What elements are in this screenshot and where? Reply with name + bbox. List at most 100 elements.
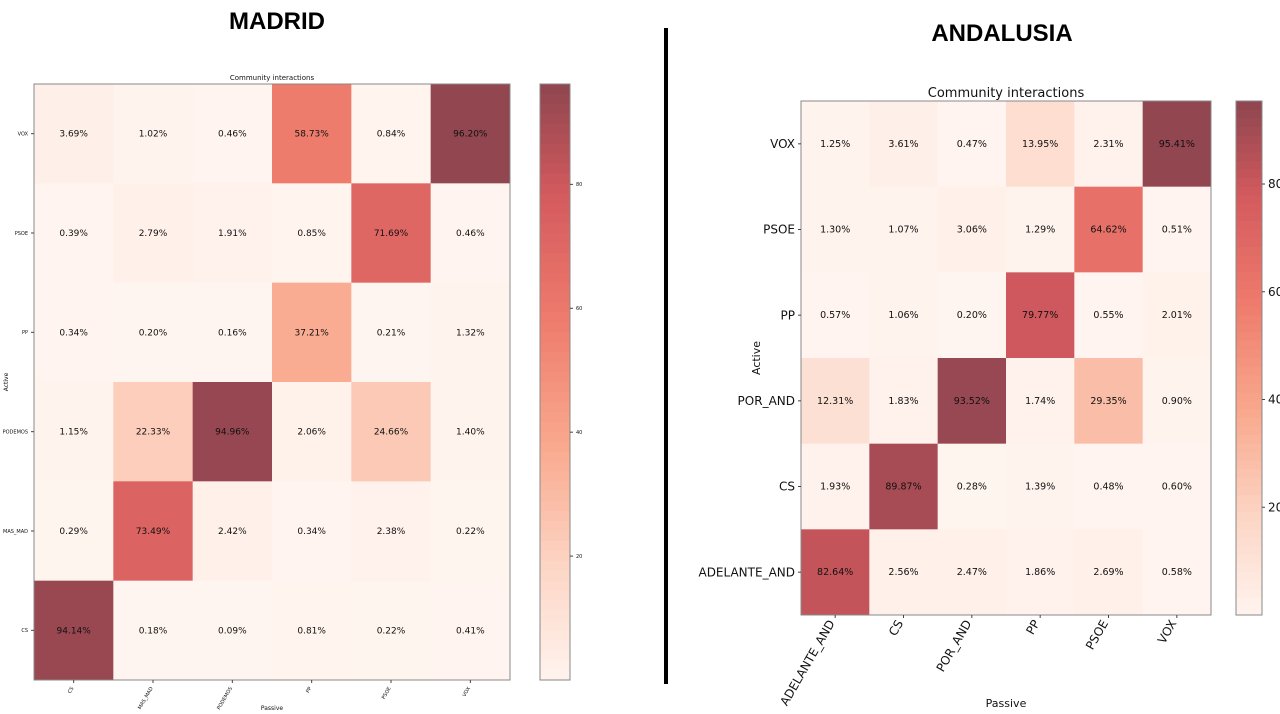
colorbar-segment <box>1236 546 1262 556</box>
panel-divider <box>664 28 668 684</box>
colorbar-segment <box>540 93 570 105</box>
heatmap-cell <box>1142 272 1212 359</box>
heatmap-cell <box>272 84 352 184</box>
heatmap-cell <box>801 443 870 530</box>
colorbar-segment <box>540 660 570 671</box>
colorbar-segment <box>540 670 570 681</box>
cell-value-label: 58.73% <box>295 130 330 140</box>
y-tick-label: PODEMOS <box>3 429 28 435</box>
colorbar-segment <box>1236 178 1262 188</box>
heatmap-cell <box>1074 443 1144 530</box>
colorbar-segment <box>540 650 570 661</box>
cell-value-label: 2.56% <box>888 567 918 578</box>
colorbar-segment <box>540 600 570 612</box>
colorbar-frame <box>1235 100 1263 616</box>
colorbar-segment <box>540 203 570 214</box>
colorbar-segment <box>1236 195 1262 205</box>
x-tick-label: PODEMOS <box>216 686 234 711</box>
heatmap-cell <box>34 183 114 284</box>
colorbar-segment <box>1236 332 1262 342</box>
cell-value-label: 1.25% <box>820 139 850 150</box>
x-tick-label: PP <box>1023 618 1042 638</box>
chart-title: Community interactions <box>928 86 1085 101</box>
colorbar-segment <box>540 540 570 552</box>
cell-value-label: 0.90% <box>1162 396 1192 407</box>
cell-value-label: 0.41% <box>456 626 485 636</box>
y-tick-label: CS <box>21 628 28 634</box>
x-axis-label: Passive <box>261 705 283 712</box>
cell-value-label: 0.18% <box>139 626 168 636</box>
colorbar-segment <box>1236 143 1262 153</box>
cell-value-label: 22.33% <box>136 428 171 438</box>
x-tick-label: PSOE <box>1083 618 1111 653</box>
madrid-heading: MADRID <box>229 8 325 35</box>
colorbar-segment <box>1236 109 1262 119</box>
colorbar-segment <box>1236 118 1262 128</box>
cell-value-label: 0.51% <box>1162 225 1192 236</box>
colorbar-tick-label: 40 <box>576 430 582 436</box>
y-axis-label: Active <box>750 341 763 375</box>
cell-value-label: 0.60% <box>1162 482 1192 493</box>
heatmap-cell <box>1006 272 1075 359</box>
colorbar-segment <box>540 461 570 472</box>
colorbar-segment <box>540 511 570 522</box>
colorbar-frame <box>539 83 571 681</box>
heatmap-cell <box>192 84 273 184</box>
colorbar-segment <box>1236 452 1262 462</box>
colorbar-segment <box>1236 606 1262 616</box>
colorbar-segment <box>1236 495 1262 505</box>
colorbar-segment <box>540 362 570 373</box>
colorbar-segment <box>1236 135 1262 145</box>
heatmap-cell <box>869 529 939 616</box>
colorbar-segment <box>1236 272 1262 282</box>
colorbar-segment <box>1236 537 1262 548</box>
heatmap-cell <box>351 183 432 284</box>
colorbar-segment <box>1236 597 1262 608</box>
colorbar-segment <box>540 143 570 155</box>
cell-value-label: 2.42% <box>218 527 247 537</box>
y-tick-label: MAS_MAD <box>3 529 28 535</box>
plot-frame <box>800 100 1212 616</box>
heatmap-cell <box>1006 529 1075 616</box>
heatmap-cell <box>1142 443 1212 530</box>
cell-value-label: 1.93% <box>820 482 850 493</box>
cell-value-label: 64.62% <box>1090 225 1126 236</box>
colorbar-tick-label: 80 <box>576 182 582 188</box>
cell-value-label: 13.95% <box>1022 139 1058 150</box>
colorbar-segment <box>1236 306 1262 316</box>
heatmap-cell <box>1074 101 1144 188</box>
colorbar-segment <box>540 550 570 562</box>
colorbar-segment <box>1236 477 1262 488</box>
colorbar-segment <box>1236 409 1262 419</box>
cell-value-label: 2.01% <box>1162 310 1192 321</box>
colorbar-segment <box>540 233 570 244</box>
colorbar-segment <box>540 531 570 542</box>
cell-value-label: 0.57% <box>820 310 850 321</box>
heatmap-cell <box>192 282 273 383</box>
cell-value-label: 0.55% <box>1093 310 1123 321</box>
colorbar-segment <box>1236 255 1262 265</box>
colorbar-segment <box>540 342 570 353</box>
cell-value-label: 1.91% <box>218 229 247 239</box>
x-tick-label: VOX <box>1155 618 1180 647</box>
x-tick-label: CS <box>886 618 906 639</box>
colorbar-segment <box>1236 263 1262 273</box>
colorbar-segment <box>1236 160 1262 171</box>
heatmap-cell <box>192 580 273 681</box>
cell-value-label: 0.21% <box>377 328 406 338</box>
cell-value-label: 2.31% <box>1093 139 1123 150</box>
colorbar-segment <box>1236 563 1262 573</box>
colorbar-segment <box>540 580 570 592</box>
colorbar-segment <box>1236 503 1262 513</box>
colorbar-segment <box>1236 298 1262 308</box>
heatmap-cell <box>937 443 1007 530</box>
y-tick-label: CS <box>779 480 795 494</box>
cell-value-label: 3.06% <box>957 225 987 236</box>
cell-value-label: 2.69% <box>1093 567 1123 578</box>
heatmap-cell <box>1142 358 1212 445</box>
cell-value-label: 12.31% <box>817 396 853 407</box>
colorbar-segment <box>1236 169 1262 179</box>
heatmap-cell <box>1074 272 1144 359</box>
cell-value-label: 89.87% <box>885 482 921 493</box>
colorbar-segment <box>1236 400 1262 410</box>
